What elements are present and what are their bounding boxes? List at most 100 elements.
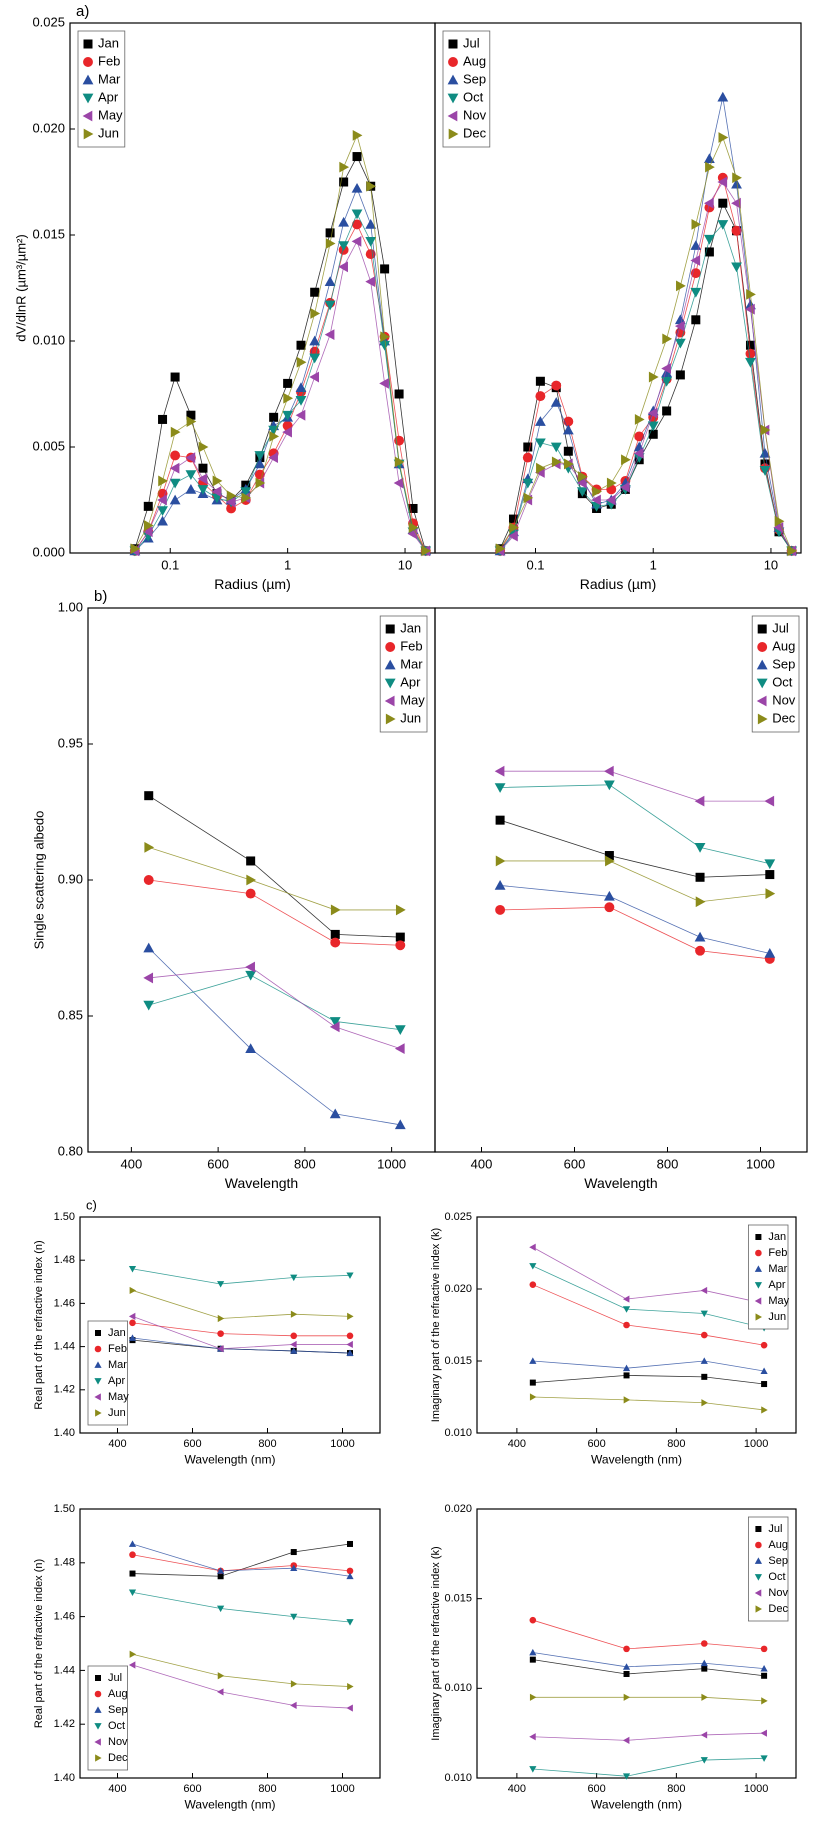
- marker: [217, 1330, 224, 1337]
- marker: [82, 110, 93, 122]
- marker: [760, 1729, 767, 1737]
- series-line: [499, 819, 770, 878]
- legend-label: May: [768, 1295, 789, 1307]
- y-tick-label: 0.015: [444, 1355, 472, 1367]
- marker: [700, 1331, 708, 1339]
- marker: [185, 470, 197, 480]
- marker: [764, 859, 776, 870]
- series-line: [132, 1554, 351, 1572]
- marker: [385, 642, 396, 652]
- marker: [94, 1706, 102, 1713]
- marker: [694, 795, 705, 807]
- y-tick-label: 0.010: [32, 332, 65, 347]
- marker: [695, 945, 705, 956]
- marker: [330, 937, 341, 948]
- marker: [310, 308, 321, 319]
- series-line: [532, 1696, 765, 1702]
- marker: [731, 262, 742, 273]
- marker: [634, 431, 645, 442]
- marker: [576, 487, 588, 497]
- marker: [246, 856, 256, 866]
- series-line: [132, 1268, 351, 1285]
- y-axis-label: Imaginary part of the refractive index (…: [430, 1546, 442, 1740]
- marker: [622, 1295, 630, 1303]
- x-tick-label: 400: [108, 1438, 126, 1450]
- marker: [529, 1616, 537, 1624]
- marker: [447, 110, 458, 122]
- marker: [217, 1345, 224, 1353]
- marker: [217, 1573, 224, 1580]
- marker: [379, 378, 389, 389]
- y-tick-label: 0.85: [58, 1007, 83, 1022]
- legend-label: Oct: [463, 89, 484, 104]
- marker: [347, 1682, 354, 1691]
- x-tick-label: 1000: [744, 1783, 768, 1795]
- marker: [128, 1312, 136, 1320]
- y-tick-label: 0.015: [32, 226, 65, 241]
- marker: [395, 904, 406, 916]
- marker: [760, 1645, 768, 1653]
- series-line: [132, 1315, 350, 1350]
- marker: [309, 371, 320, 383]
- marker: [290, 1340, 297, 1349]
- marker: [676, 280, 686, 292]
- legend-label: Feb: [768, 1247, 787, 1259]
- x-tick-label: 1: [650, 557, 657, 572]
- y-axis-label: Real part of the refractive index (n): [33, 1559, 45, 1728]
- marker: [605, 494, 616, 506]
- x-tick-label: 1000: [330, 1438, 354, 1450]
- marker: [448, 128, 459, 140]
- marker: [701, 1373, 708, 1380]
- marker: [508, 530, 518, 542]
- marker: [169, 462, 180, 474]
- legend-label: Dec: [463, 125, 487, 140]
- marker: [633, 447, 644, 459]
- series-line: [499, 202, 793, 552]
- x-axis-label: Radius (µm): [580, 576, 657, 592]
- legend-box: [87, 1320, 128, 1426]
- marker: [94, 1345, 102, 1353]
- x-tick-label: 800: [667, 1438, 685, 1450]
- marker: [143, 972, 154, 984]
- series-line: [532, 1374, 765, 1385]
- legend-label: Aug: [463, 53, 486, 68]
- marker: [169, 494, 181, 505]
- marker: [83, 39, 93, 49]
- marker: [529, 1281, 537, 1288]
- marker: [186, 410, 196, 420]
- marker: [95, 1675, 101, 1681]
- marker: [623, 1321, 630, 1329]
- marker: [756, 678, 768, 689]
- legend-label: Aug: [772, 638, 795, 653]
- x-tick-label: 10: [764, 557, 778, 572]
- y-tick-label: 0.025: [444, 1211, 472, 1223]
- legend-label: Jun: [98, 125, 119, 140]
- series-line: [499, 181, 793, 552]
- series-line: [132, 1591, 351, 1623]
- series-line: [134, 240, 427, 552]
- marker: [757, 624, 767, 634]
- marker: [385, 624, 395, 634]
- marker: [170, 450, 181, 461]
- marker: [295, 396, 307, 406]
- marker: [324, 329, 335, 341]
- marker: [296, 356, 307, 368]
- legend-label: Feb: [98, 53, 120, 68]
- marker: [255, 477, 266, 489]
- legend-box: [379, 615, 428, 733]
- marker: [447, 74, 459, 85]
- y-tick-label: 1.46: [54, 1297, 75, 1309]
- marker: [703, 234, 715, 245]
- marker: [700, 1286, 708, 1295]
- legend-label: Apr: [108, 1375, 125, 1387]
- marker: [217, 1314, 225, 1323]
- marker: [351, 182, 363, 193]
- marker: [661, 376, 673, 387]
- plot-frame: [476, 1216, 797, 1434]
- marker: [576, 477, 587, 489]
- marker: [523, 442, 533, 452]
- marker: [603, 890, 615, 901]
- marker: [551, 456, 562, 468]
- legend-label: Mar: [98, 71, 121, 86]
